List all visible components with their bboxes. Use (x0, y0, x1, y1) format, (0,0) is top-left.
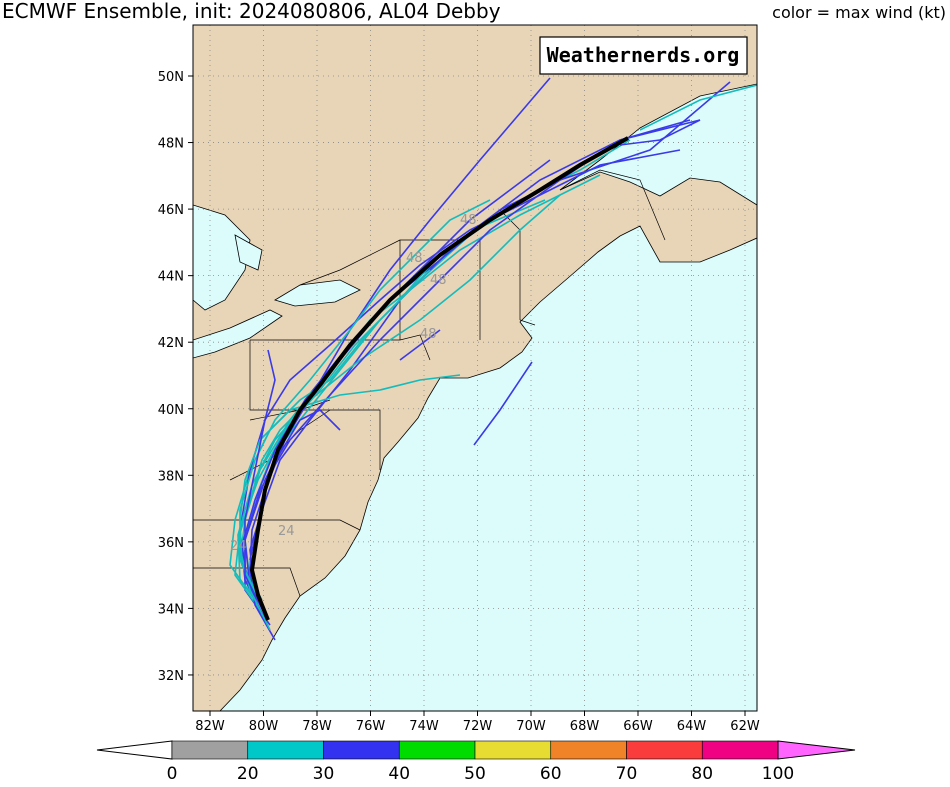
track (639, 84, 757, 131)
gulf-st-lawrence (559, 83, 757, 206)
lat-label: 34N (158, 602, 184, 617)
forecast-hour-label: 24 (278, 524, 295, 539)
lon-label: 72W (463, 719, 493, 734)
colorbar-tick-label: 30 (313, 764, 335, 783)
colorbar-under (96, 740, 173, 760)
lat-label: 46N (158, 203, 184, 218)
ensemble-mean-track (249, 136, 629, 621)
track (237, 409, 301, 631)
lat-label: 36N (158, 536, 184, 551)
lon-label: 66W (623, 719, 653, 734)
title: ECMWF Ensemble, init: 2024080806, AL04 D… (2, 0, 501, 23)
map-area: 48 48 48 48 24 24 (193, 25, 757, 711)
map-frame (192, 24, 758, 712)
track (239, 374, 461, 601)
legend-note: color = max wind (kt) (772, 3, 946, 22)
colorbar-segment (701, 740, 779, 760)
track (249, 77, 551, 641)
lon-label: 82W (195, 719, 225, 734)
lon-label: 80W (249, 719, 279, 734)
lon-label: 64W (677, 719, 707, 734)
colorbar-segment (171, 740, 249, 760)
colorbar-tick-label: 0 (167, 764, 178, 783)
colorbar-tick-label: 50 (464, 764, 486, 783)
forecast-hour-label: 48 (420, 327, 437, 342)
colorbar-segment (626, 740, 703, 760)
track (239, 199, 491, 601)
lon-label: 62W (730, 719, 760, 734)
colorbar-segment (550, 740, 627, 760)
lat-label: 48N (158, 137, 184, 152)
lon-label: 70W (516, 719, 546, 734)
lake-erie (193, 309, 283, 359)
track (473, 361, 533, 446)
colorbar-tick-label: 80 (691, 764, 713, 783)
lat-label: 42N (158, 336, 184, 351)
colorbar-tick-label: 40 (388, 764, 410, 783)
ocean (219, 225, 757, 711)
lat-label: 50N (158, 70, 184, 85)
colorbar-tick-label: 100 (762, 764, 794, 783)
lat-label: 44N (158, 270, 184, 285)
colorbar-tick-label: 20 (237, 764, 259, 783)
colorbar-segment (247, 740, 324, 760)
watermark-box (539, 36, 748, 75)
colorbar-segment (398, 740, 476, 760)
colorbar-segment (474, 740, 552, 760)
colorbar-over (777, 740, 856, 760)
colorbar-tick-label: 60 (540, 764, 562, 783)
forecast-hour-label: 48 (460, 213, 477, 228)
lon-label: 78W (302, 719, 332, 734)
forecast-hour-label: 48 (406, 251, 423, 266)
lon-label: 74W (409, 719, 439, 734)
lat-label: 38N (158, 469, 184, 484)
track (244, 349, 276, 616)
lon-label: 76W (356, 719, 386, 734)
colorbar-tick-label: 70 (616, 764, 638, 783)
track (399, 329, 441, 361)
forecast-hour-label: 48 (430, 273, 447, 288)
colorbar-segment (323, 740, 400, 760)
lat-label: 32N (158, 669, 184, 684)
lake-huron (193, 204, 251, 311)
watermark: Weathernerds.org (547, 43, 740, 67)
lon-label: 68W (570, 719, 600, 734)
track (619, 119, 701, 146)
georgian-bay (234, 234, 263, 271)
forecast-hour-label: 24 (230, 539, 247, 554)
graticule (193, 25, 757, 711)
lat-label: 40N (158, 403, 184, 418)
